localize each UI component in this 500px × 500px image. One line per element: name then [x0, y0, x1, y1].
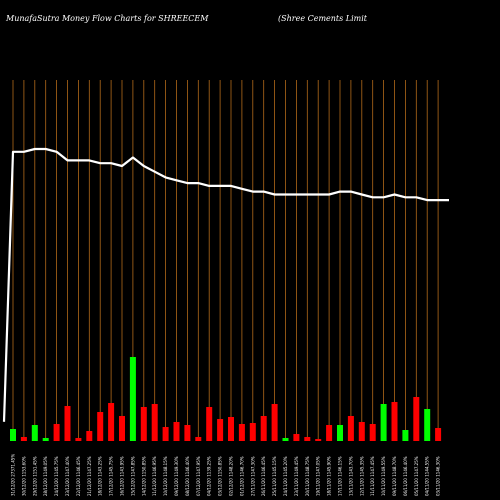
- money-flow-bar: [326, 425, 333, 441]
- x-tick-label: 09/12/20 1149.30%: [174, 456, 179, 496]
- x-tick-label: 14/12/20 1150.85%: [141, 456, 146, 496]
- x-tick-label: 19/11/20 1147.05%: [316, 456, 321, 496]
- x-tick-label: 25/11/20 1145.15%: [272, 456, 277, 496]
- grid-lines: [12, 80, 439, 441]
- money-flow-bar: [195, 437, 202, 441]
- x-tick-label: 26/11/20 1146.45%: [261, 456, 266, 496]
- money-flow-bar: [162, 427, 169, 441]
- x-tick-label: 23/12/20 1147.40%: [65, 456, 70, 496]
- money-flow-bar: [10, 429, 16, 441]
- x-tick-label: 08/12/20 1146.40%: [185, 456, 190, 496]
- money-flow-bar: [347, 416, 354, 441]
- money-flow-bar: [293, 434, 300, 441]
- x-tick-label: 15/12/20 1147.85%: [130, 456, 135, 496]
- money-flow-bar: [206, 407, 213, 441]
- money-flow-bar: [304, 437, 311, 441]
- money-flow-bar: [260, 416, 267, 441]
- money-flow-bar: [413, 397, 420, 441]
- money-flow-bar: [238, 424, 245, 441]
- x-tick-label: 02/12/20 1148.20%: [229, 456, 234, 496]
- money-flow-bar: [173, 422, 180, 441]
- x-tick-label: 24/12/20 1145.75%: [54, 456, 59, 496]
- x-tick-label: 10/12/20 1148.15%: [163, 456, 168, 496]
- money-flow-bar: [151, 404, 158, 441]
- x-tick-label: 04/11/20 1144.55%: [425, 456, 430, 496]
- money-flow-bar: [424, 409, 431, 441]
- money-flow-bar: [42, 438, 49, 441]
- money-flow-bar: [217, 419, 224, 441]
- money-flow-bar: [380, 404, 387, 441]
- x-tick-label: 18/11/20 1145.90%: [327, 456, 332, 496]
- x-tick-label: 07/12/20 1147.95%: [196, 456, 201, 496]
- money-flow-bar: [435, 428, 442, 441]
- money-flow-bar: [315, 439, 322, 441]
- money-flow-bar: [391, 402, 398, 441]
- x-tick-label: 17/11/20 1146.15%: [338, 456, 343, 496]
- money-flow-bar: [20, 437, 27, 441]
- x-tick-label: 11/11/20 1147.45%: [370, 456, 375, 496]
- money-flow-bar: [369, 424, 376, 441]
- money-flow-bar: [53, 424, 60, 441]
- x-tick-label: 18/12/20 1143.25%: [98, 456, 103, 496]
- x-tick-label: 22/12/20 1146.45%: [76, 456, 81, 496]
- x-tick-label: 17/12/20 1145.75%: [109, 456, 114, 496]
- money-flow-bar: [140, 407, 147, 441]
- x-axis-labels: 31/12/20 27371.45% 30/12/20 1153.60% 29/12…: [11, 454, 441, 496]
- x-tick-label: 04/12/20 1139.25%: [207, 456, 212, 496]
- x-tick-label: 30/12/20 1153.60%: [21, 456, 26, 496]
- money-flow-bar: [402, 430, 409, 441]
- x-tick-label: 10/11/20 1149.55%: [381, 456, 386, 496]
- x-tick-label: 23/11/20 1149.45%: [294, 456, 299, 496]
- money-flow-bar: [271, 404, 278, 441]
- money-flow-bar: [108, 403, 115, 441]
- x-tick-label: 09/11/20 1148.70%: [392, 456, 397, 496]
- price-line-group: [2, 147, 449, 422]
- x-tick-label: 16/12/20 1143.95%: [120, 456, 125, 496]
- money-flow-bar: [228, 417, 234, 441]
- chart-title: MunafaSutra Money Flow Charts for SHREEC…: [6, 14, 209, 23]
- money-flow-bars: [10, 357, 442, 441]
- price-line: [2, 147, 449, 422]
- x-tick-label: 20/11/20 1148.75%: [305, 456, 310, 496]
- money-flow-bar: [86, 431, 93, 441]
- money-flow-bar: [97, 412, 104, 441]
- money-flow-bar: [75, 438, 82, 441]
- x-tick-label: 31/12/20 27371.45%: [11, 454, 16, 496]
- money-flow-bar: [358, 422, 365, 441]
- x-tick-label: 24/11/20 1145.20%: [283, 456, 288, 496]
- money-flow-bar: [282, 438, 289, 441]
- x-tick-label: 05/11/20 1147.25%: [414, 456, 419, 496]
- x-tick-label: 21/12/20 1147.25%: [87, 456, 92, 496]
- money-flow-bar: [337, 425, 343, 441]
- x-tick-label: 27/11/20 1147.30%: [250, 456, 255, 496]
- x-tick-label: 13/11/20 1143.70%: [348, 456, 353, 496]
- money-flow-bar: [129, 357, 136, 441]
- x-tick-label: 12/11/20 1145.35%: [359, 456, 364, 496]
- x-tick-label: 29/12/20 1151.45%: [32, 456, 37, 496]
- x-tick-label: 06/11/20 1146.40%: [403, 456, 408, 496]
- x-tick-label: 01/12/20 1146.70%: [239, 456, 244, 496]
- x-tick-label: 28/12/20 1149.05%: [43, 456, 48, 496]
- x-tick-label: 03/12/20 1150.85%: [218, 456, 223, 496]
- money-flow-bar: [64, 406, 71, 441]
- x-tick-label: 03/11/20 1146.30%: [436, 456, 441, 496]
- money-flow-bar: [119, 416, 125, 441]
- money-flow-bar: [31, 425, 38, 441]
- money-flow-bar: [249, 423, 256, 441]
- chart-subtitle: (Shree Cements Limit: [278, 14, 368, 23]
- x-tick-label: 11/12/20 1146.95%: [152, 456, 157, 496]
- money-flow-bar: [184, 425, 191, 441]
